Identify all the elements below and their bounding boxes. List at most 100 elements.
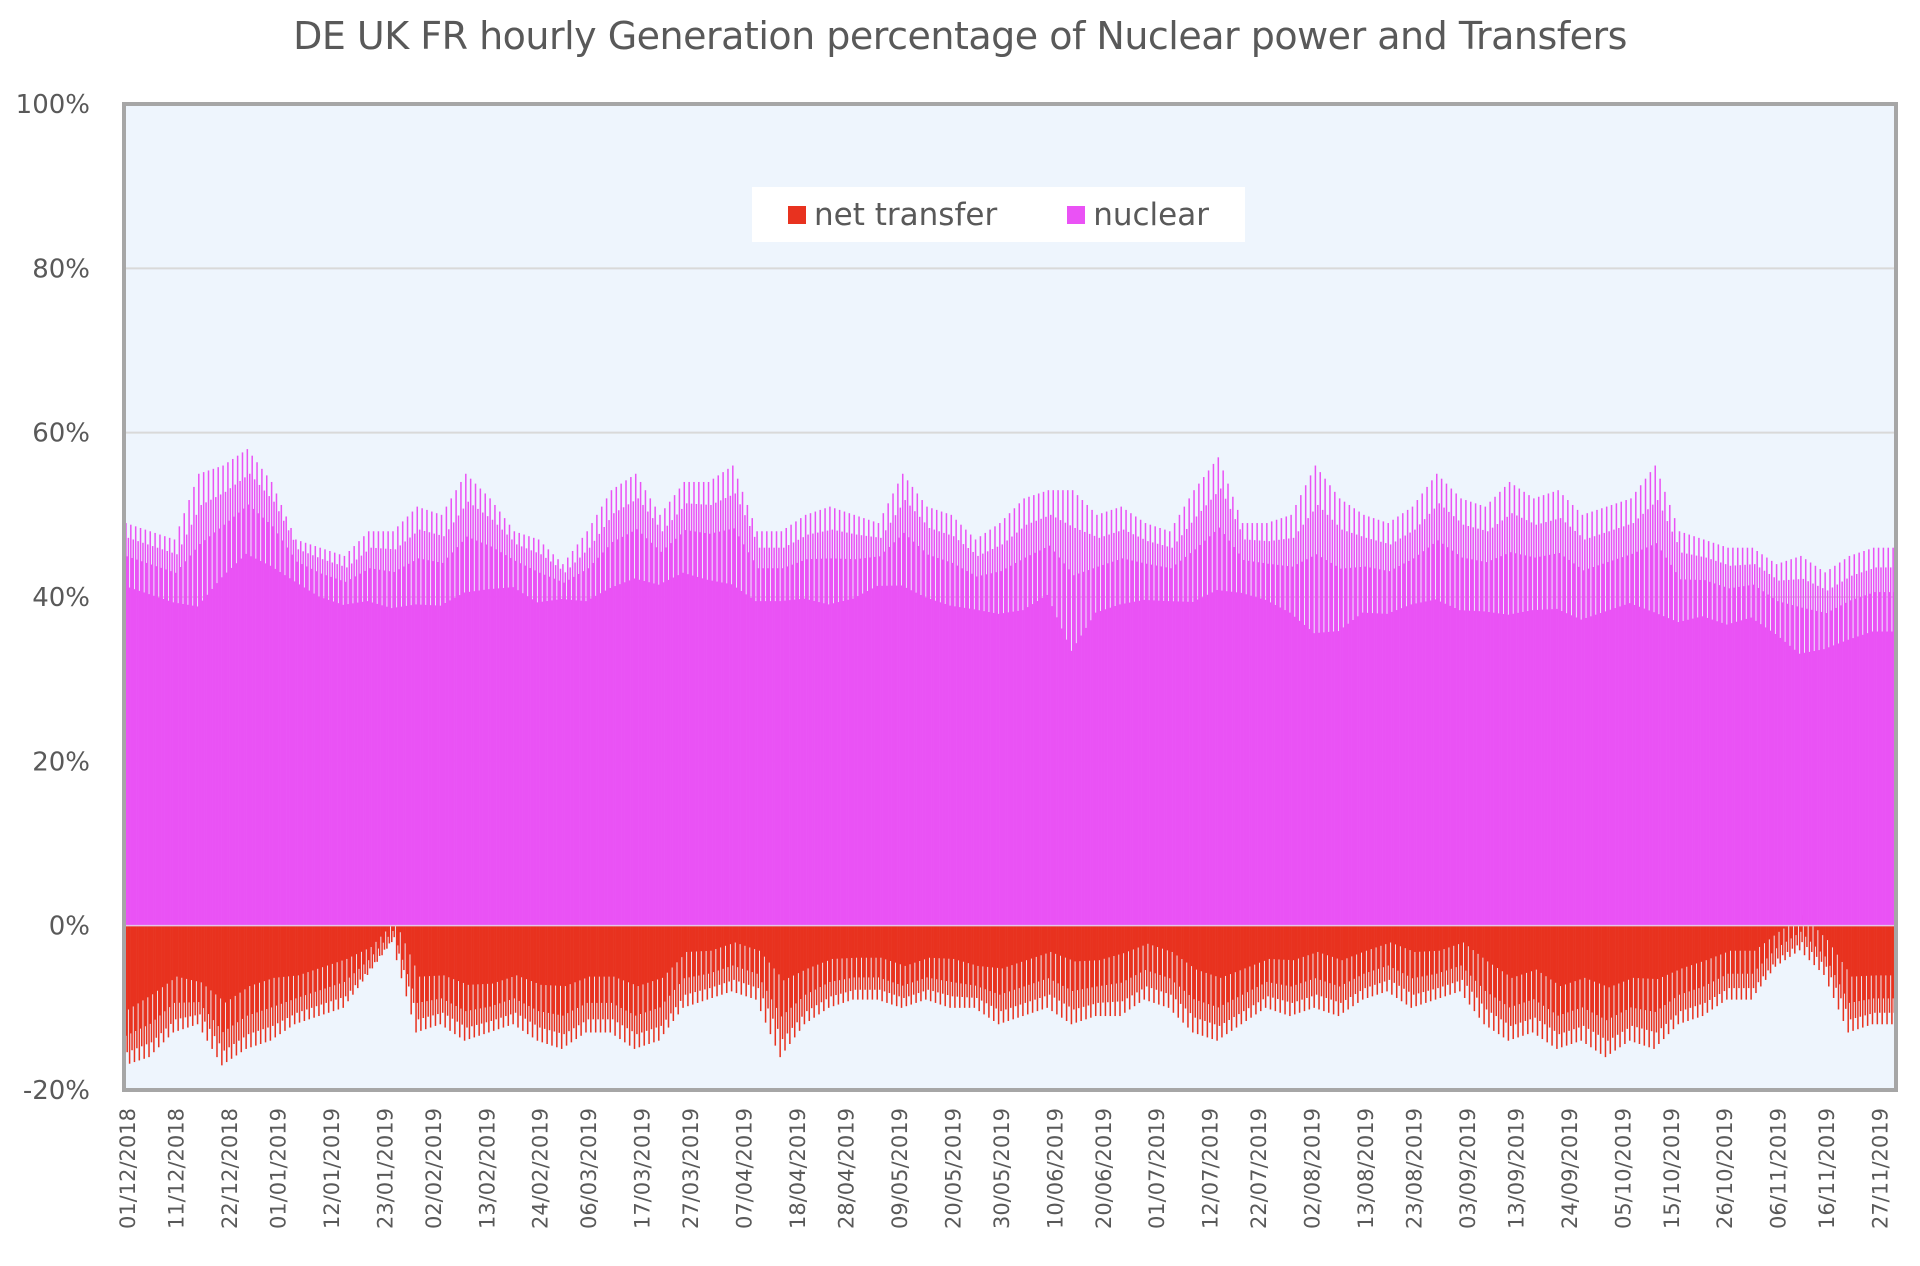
bar-nuclear: [1506, 516, 1508, 926]
bar-nuclear: [1408, 560, 1410, 926]
bar-nuclear: [562, 564, 564, 926]
bar-nuclear: [813, 600, 815, 926]
bar-nuclear: [1127, 531, 1130, 926]
bar-net-transfer: [751, 925, 753, 973]
bar-nuclear: [428, 532, 431, 926]
bar-nuclear: [184, 561, 187, 926]
bar-net-transfer: [922, 925, 925, 992]
bar-net-transfer: [901, 925, 904, 986]
bar-net-transfer: [1728, 925, 1731, 989]
bar-nuclear: [736, 478, 739, 926]
bar-nuclear: [1842, 641, 1845, 926]
bar-net-transfer: [1357, 925, 1359, 1003]
bar-nuclear: [1575, 617, 1578, 926]
bar-nuclear: [1302, 524, 1305, 926]
bar-nuclear: [415, 604, 417, 926]
bar-nuclear: [603, 526, 605, 926]
bar-net-transfer: [1444, 925, 1447, 997]
bar-nuclear: [757, 568, 760, 926]
x-tick-label: 24/09/2019: [1558, 1108, 1582, 1229]
bar-nuclear: [279, 572, 281, 926]
bar-nuclear: [715, 502, 717, 926]
bar-net-transfer: [537, 925, 540, 1012]
bar-net-transfer: [567, 925, 569, 1014]
bar-nuclear: [1069, 525, 1071, 926]
bar-nuclear: [463, 592, 466, 926]
bar-nuclear: [1043, 548, 1046, 926]
bar-net-transfer: [730, 925, 733, 992]
bar-net-transfer: [325, 925, 327, 1003]
bar-nuclear: [281, 540, 284, 926]
bar-nuclear: [1304, 485, 1307, 926]
bar-net-transfer: [444, 925, 446, 1028]
bar-net-transfer: [1883, 925, 1886, 1013]
bar-net-transfer: [1222, 925, 1224, 1005]
bar-nuclear: [993, 612, 995, 926]
bar-nuclear: [1455, 493, 1457, 926]
bar-nuclear: [586, 531, 588, 926]
bar-nuclear: [1340, 568, 1342, 926]
bar-net-transfer: [887, 925, 889, 981]
bar-net-transfer: [1154, 925, 1156, 974]
bar-net-transfer: [353, 925, 355, 974]
bar-nuclear: [326, 560, 329, 926]
bar-nuclear: [1840, 605, 1842, 926]
bar-nuclear: [1874, 592, 1876, 926]
bar-nuclear: [768, 547, 770, 926]
bar-net-transfer: [991, 925, 994, 968]
bar-nuclear: [1846, 578, 1848, 926]
bar-net-transfer: [1592, 925, 1595, 1032]
bar-nuclear: [644, 490, 647, 926]
bar-net-transfer: [927, 925, 929, 990]
bar-nuclear: [496, 524, 499, 926]
bar-net-transfer: [937, 925, 939, 993]
bar-net-transfer: [1361, 925, 1364, 1000]
bar-nuclear: [1026, 607, 1029, 926]
bar-net-transfer: [649, 925, 652, 1011]
bar-nuclear: [1703, 539, 1705, 926]
bar-net-transfer: [474, 925, 477, 1010]
bar-net-transfer: [204, 925, 206, 1022]
bar-net-transfer: [1417, 925, 1420, 994]
bar-nuclear: [1632, 523, 1635, 926]
bar-nuclear: [1287, 538, 1290, 926]
bar-net-transfer: [738, 925, 740, 982]
bar-net-transfer: [655, 925, 658, 1028]
bar-net-transfer: [1349, 925, 1352, 997]
bar-net-transfer: [1449, 925, 1451, 995]
bar-net-transfer: [333, 925, 336, 986]
bar-net-transfer: [170, 925, 172, 1024]
plot-area-border: [122, 102, 1898, 1092]
bar-nuclear: [1501, 520, 1504, 926]
bar-nuclear: [1559, 518, 1562, 926]
bar-net-transfer: [892, 925, 894, 983]
bar-nuclear: [468, 591, 471, 926]
bar-nuclear: [1229, 508, 1232, 926]
bar-nuclear: [432, 561, 434, 926]
bar-nuclear: [1734, 565, 1737, 926]
bar-nuclear: [1717, 544, 1720, 926]
bar-nuclear: [1388, 571, 1391, 926]
bar-nuclear: [202, 472, 205, 926]
bar-nuclear: [568, 579, 570, 926]
bar-net-transfer: [727, 925, 729, 968]
bar-nuclear: [412, 561, 415, 926]
bar-net-transfer: [1786, 925, 1789, 952]
bar-nuclear: [1284, 610, 1286, 926]
bar-net-transfer: [1107, 925, 1109, 1003]
bar-nuclear: [576, 544, 579, 926]
bar-nuclear: [1360, 536, 1363, 926]
bar-nuclear: [247, 504, 250, 926]
bar-nuclear: [222, 465, 224, 926]
bar-net-transfer: [772, 925, 774, 1019]
bar-net-transfer: [846, 925, 848, 959]
bar-net-transfer: [275, 925, 278, 1006]
bar-net-transfer: [1070, 925, 1073, 1025]
bar-net-transfer: [479, 925, 482, 1009]
bar-nuclear: [886, 585, 888, 926]
bar-net-transfer: [1887, 925, 1890, 999]
bar-net-transfer: [136, 925, 138, 1049]
bar-nuclear: [1087, 570, 1090, 926]
bar-net-transfer: [717, 925, 720, 971]
bar-net-transfer: [1590, 925, 1592, 1048]
